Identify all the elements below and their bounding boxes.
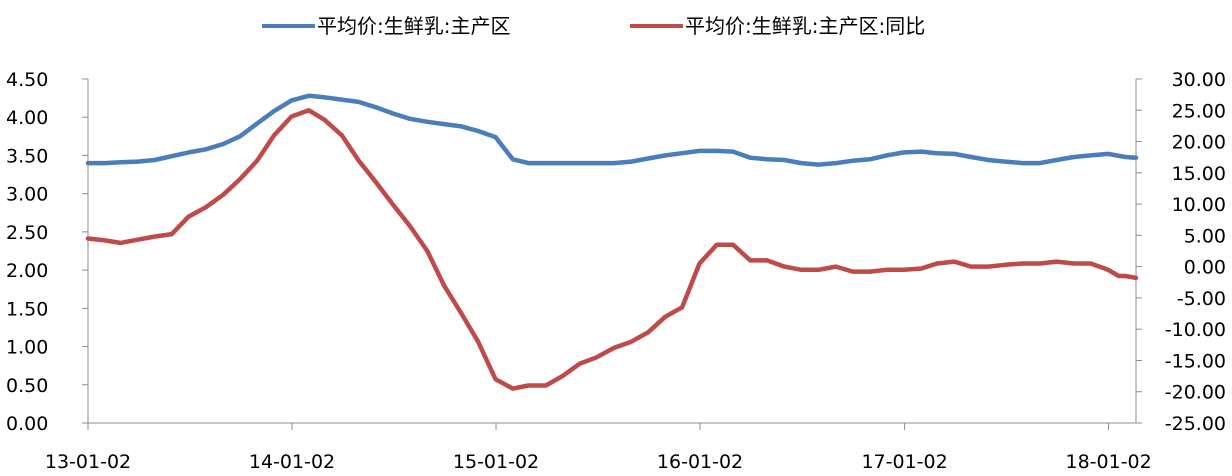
x-tick-label: 15-01-02 [453,451,539,473]
legend-item-yoy: 平均价:生鲜乳:主产区:同比 [630,14,925,38]
x-axis-ticks: 13-01-02 14-01-02 15-01-02 16-01-02 17-01-02… [45,423,1152,473]
right-tick-label: 30.00 [1172,69,1226,91]
series-layer [85,93,1139,391]
right-tick-label: 10.00 [1172,194,1226,216]
series-line-price [85,93,1139,167]
x-tick-label: 18-01-02 [1065,451,1151,473]
legend-item-price: 平均价:生鲜乳:主产区 [262,14,510,38]
x-tick-label: 16-01-02 [657,451,743,473]
right-tick-label: 0.00 [1184,257,1226,279]
x-tick-label: 17-01-02 [861,451,947,473]
left-tick-label: 4.50 [6,69,48,91]
series-line-yoy [85,108,1139,391]
left-tick-label: 2.50 [6,222,48,244]
right-tick-label: -20.00 [1165,382,1226,404]
x-tick-label: 13-01-02 [45,451,131,473]
left-tick-label: 3.00 [6,184,48,206]
right-tick-label: -15.00 [1165,350,1226,372]
right-tick-label: 20.00 [1172,132,1226,154]
left-tick-label: 1.00 [6,337,48,359]
left-tick-label: 2.00 [6,260,48,282]
right-y-axis-ticks: -25.00 -20.00 -15.00 -10.00 -5.00 0.00 5.00 10.… [1136,69,1226,435]
left-tick-label: 3.50 [6,145,48,167]
left-y-axis-ticks: 0.00 0.50 1.00 1.50 2.00 2.50 3.00 3.50 4.00 4.50 [6,69,88,435]
right-tick-label: 25.00 [1172,100,1226,122]
right-tick-label: -10.00 [1165,319,1226,341]
right-tick-label: -5.00 [1177,288,1226,310]
right-tick-label: 15.00 [1172,163,1226,185]
right-tick-label: 5.00 [1184,225,1226,247]
x-tick-label: 14-01-02 [249,451,335,473]
left-tick-label: 0.50 [6,375,48,397]
left-tick-label: 4.00 [6,107,48,129]
right-tick-label: -25.00 [1165,413,1226,435]
left-tick-label: 0.00 [6,413,48,435]
left-tick-label: 1.50 [6,298,48,320]
axes [87,79,1137,424]
legend-label-price: 平均价:生鲜乳:主产区 [317,14,510,38]
legend-label-yoy: 平均价:生鲜乳:主产区:同比 [685,14,925,38]
legend: 平均价:生鲜乳:主产区 平均价:生鲜乳:主产区:同比 [262,14,925,38]
